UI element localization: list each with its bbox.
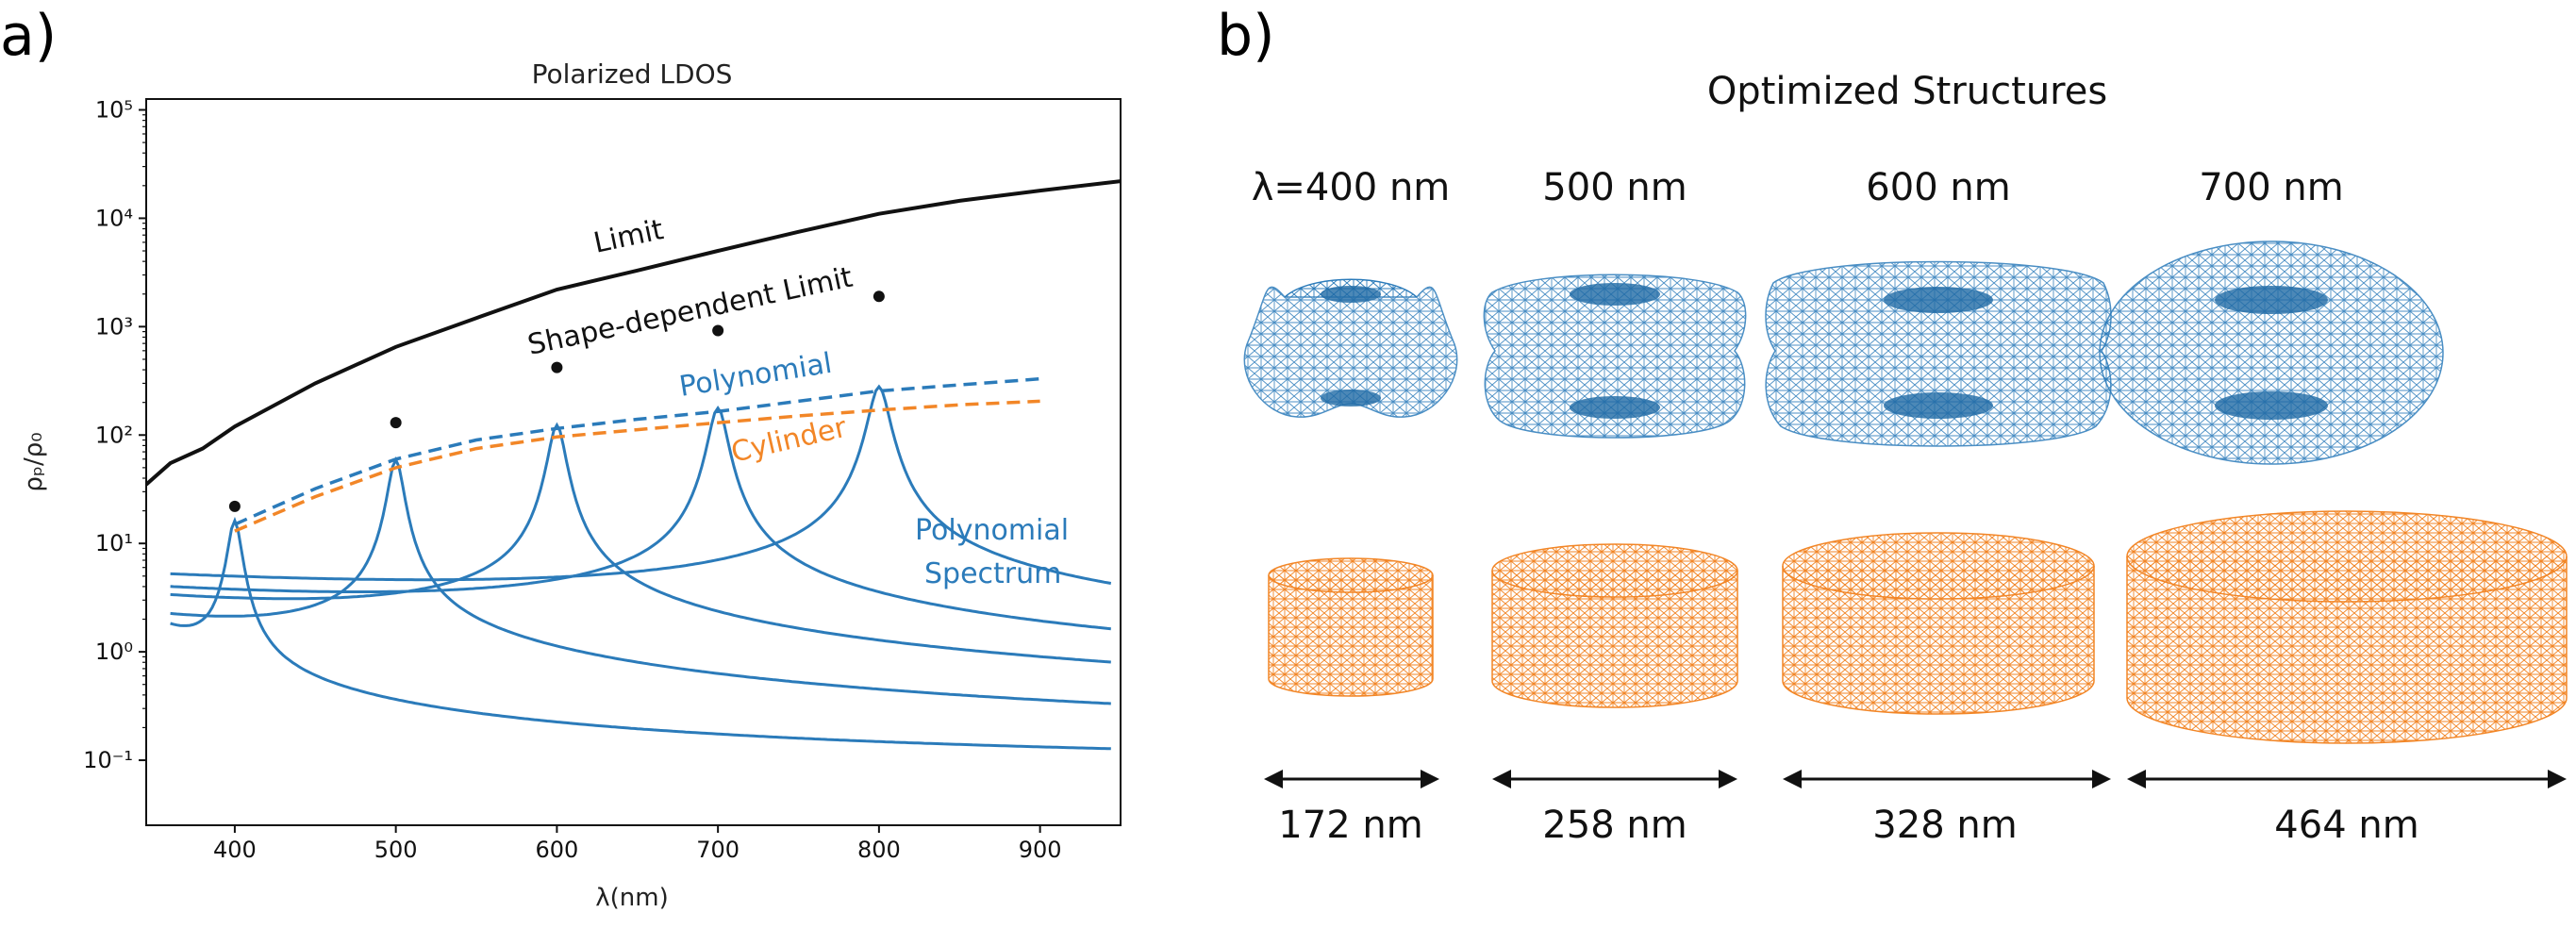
- wavelength-label-3: 600 nm: [1866, 166, 2010, 209]
- plot-curves: [146, 179, 1121, 751]
- dimension-arrow-1: [1264, 770, 1439, 788]
- wavelength-label-1: λ=400 nm: [1252, 166, 1451, 209]
- torus-structure-3: [1765, 260, 2112, 447]
- cylinder-structure-3: [1782, 532, 2095, 715]
- spectrum-curve-1: [170, 516, 1111, 751]
- shape-dependent-limit-point: [228, 500, 241, 512]
- cylinder-line: [234, 399, 1040, 533]
- y-tick-label: 10⁵: [95, 96, 133, 123]
- ldos-chart: Polarized LDOS 400 500 600 700 800 900 10⁻¹ 10⁰…: [20, 58, 1122, 912]
- x-tick-label: 900: [1019, 837, 1062, 863]
- optimized-structures: Optimized Structures λ=400 nm 500 nm 600…: [1243, 70, 2568, 847]
- x-tick-label: 500: [374, 837, 418, 863]
- annotation-limit: Limit: [590, 213, 666, 260]
- y-tick-label: 10¹: [95, 530, 133, 556]
- size-label-3: 328 nm: [1872, 804, 2017, 847]
- axis-ticks: 400 500 600 700 800 900 10⁻¹ 10⁰ 10¹ 10² 10³ 10⁴ 10⁵: [83, 96, 1061, 863]
- spectrum-curve-5: [170, 384, 1112, 585]
- dimension-arrow-3: [1783, 770, 2111, 788]
- size-label-1: 172 nm: [1278, 804, 1422, 847]
- dimension-arrow-4: [2127, 770, 2567, 788]
- x-tick-label: 700: [696, 837, 740, 863]
- panel-label-b: b): [1217, 3, 1275, 69]
- annotation-poly-spectrum-2: Spectrum: [924, 557, 1061, 590]
- y-tick-label: 10²: [95, 422, 133, 448]
- spectrum-curve-2: [170, 456, 1111, 705]
- size-label-2: 258 nm: [1542, 804, 1687, 847]
- chart-title: Polarized LDOS: [532, 58, 733, 90]
- polynomial-line: [234, 376, 1040, 526]
- torus-structure-4: [2099, 241, 2444, 465]
- size-label-4: 464 nm: [2274, 804, 2418, 847]
- shape-dependent-limit-point: [390, 417, 402, 429]
- y-tick-label: 10⁻¹: [83, 747, 133, 773]
- spectrum-curve-4: [170, 405, 1111, 631]
- dimension-arrow-2: [1492, 770, 1737, 788]
- annotation-shape-limit: Shape-dependent Limit: [524, 261, 856, 362]
- wavelength-label-2: 500 nm: [1542, 166, 1687, 209]
- shape-dependent-limit-point: [873, 290, 885, 303]
- torus-structure-2: [1483, 274, 1747, 439]
- shape-dependent-limit-point: [712, 324, 724, 337]
- x-tick-label: 800: [857, 837, 901, 863]
- shape-dependent-limit-point: [551, 361, 563, 373]
- x-tick-label: 400: [213, 837, 257, 863]
- y-tick-label: 10⁴: [95, 205, 133, 231]
- torus-structure-1: [1243, 278, 1458, 418]
- x-axis-label: λ(nm): [595, 884, 668, 912]
- wavelength-label-4: 700 nm: [2199, 166, 2343, 209]
- limit-line: [146, 179, 1121, 487]
- cylinder-structure-1: [1268, 557, 1434, 697]
- structures-title: Optimized Structures: [1707, 70, 2107, 113]
- plot-frame: [145, 98, 1122, 826]
- y-axis-label: ρₚ/ρ₀: [20, 432, 48, 491]
- cylinder-structure-4: [2126, 510, 2568, 744]
- cylinder-structure-2: [1491, 543, 1738, 708]
- panel-label-a: a): [0, 3, 57, 69]
- y-tick-label: 10³: [95, 313, 133, 340]
- spectrum-curve-3: [170, 422, 1111, 664]
- y-tick-label: 10⁰: [95, 639, 133, 665]
- annotation-polynomial: Polynomial: [677, 347, 835, 404]
- annotation-poly-spectrum-1: Polynomial: [915, 514, 1069, 547]
- x-tick-label: 600: [535, 837, 578, 863]
